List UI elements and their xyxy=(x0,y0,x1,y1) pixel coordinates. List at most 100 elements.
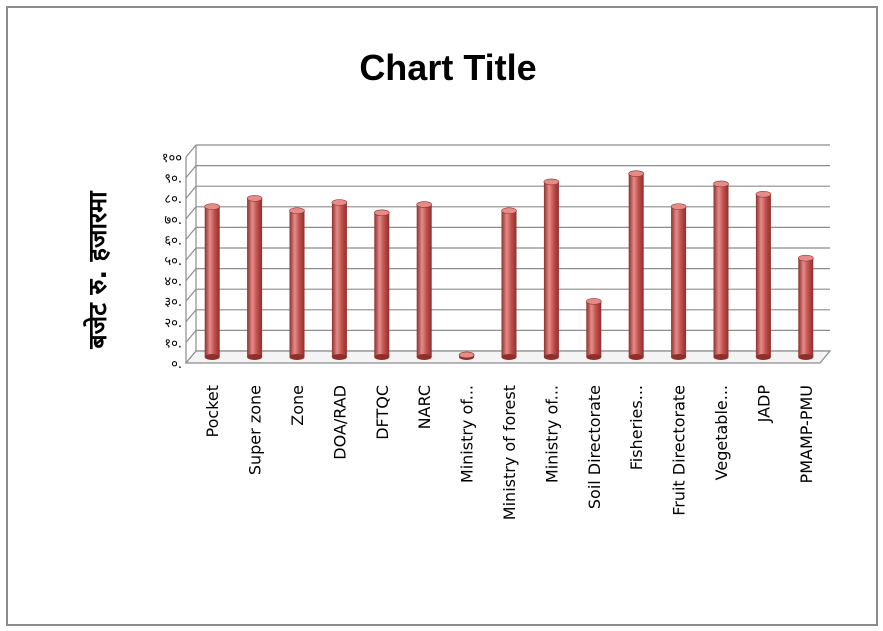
y-axis-label: बजेट रु. हजारमा xyxy=(83,190,112,350)
x-tick-label: JADP xyxy=(754,385,773,424)
bar xyxy=(331,199,348,360)
bar-base xyxy=(628,354,644,360)
y-tick-label: २०. xyxy=(164,316,182,331)
x-tick-layer: Pocket Super zone Zone DOA/RAD DFTQC NARC Mini… xyxy=(203,385,816,521)
bar-base xyxy=(671,354,687,360)
bar-base xyxy=(416,354,432,360)
y-tick-layer: ०. १०. २०. ३०. ४०. ५०. ६०. ७०. ८०. ९०. १०० xyxy=(162,151,182,372)
bar-body xyxy=(798,258,814,357)
bar xyxy=(204,203,220,360)
bar-top xyxy=(204,203,220,210)
bar-top xyxy=(246,195,263,202)
bar-top xyxy=(543,178,560,186)
y-tick-label: ६०. xyxy=(164,233,182,248)
x-tick-label: Super zone xyxy=(246,385,265,475)
bar xyxy=(713,180,729,360)
bar-layer xyxy=(204,170,814,360)
bar-top xyxy=(416,201,433,208)
bar-base xyxy=(331,354,347,360)
y-tick-label: १०० xyxy=(162,151,182,166)
bar-body xyxy=(671,206,687,357)
bar-body xyxy=(501,210,517,357)
gridline-depth xyxy=(185,330,197,343)
y-tick-label: ८०. xyxy=(164,192,182,207)
bar-base xyxy=(247,354,263,360)
bar-base xyxy=(204,354,220,360)
x-tick-label: Ministry of forest xyxy=(500,385,519,520)
y-tick-label: ७०. xyxy=(164,213,182,228)
y-tick-label: ३०. xyxy=(164,295,182,310)
bar-top xyxy=(585,298,602,305)
bar-top xyxy=(670,203,687,210)
bar-top xyxy=(713,180,729,188)
gridline-depth xyxy=(185,165,197,178)
bar-base xyxy=(586,354,602,360)
bar-body xyxy=(586,301,602,357)
bar-body xyxy=(543,181,559,357)
gridline-depth xyxy=(185,185,197,199)
bar-base xyxy=(543,354,559,360)
y-tick-label: १०. xyxy=(164,336,182,351)
bar-top xyxy=(331,199,348,206)
bar-base xyxy=(289,354,305,360)
chart-title: Chart Title xyxy=(359,47,536,88)
bar-top xyxy=(289,207,305,215)
y-tick-label: ५०. xyxy=(164,254,182,269)
bar xyxy=(246,195,263,360)
gridline-depth xyxy=(185,247,197,261)
x-tick-label: Ministry of... xyxy=(542,385,561,483)
bar-body xyxy=(331,202,347,357)
x-tick-label: Pocket xyxy=(203,385,222,437)
bar-body xyxy=(755,194,771,357)
bar xyxy=(628,170,645,360)
bar-base xyxy=(713,354,729,360)
gridline-depth xyxy=(185,288,197,302)
bar-body xyxy=(289,210,305,357)
x-tick-label: DOA/RAD xyxy=(330,385,349,460)
bar-base xyxy=(501,354,517,360)
gridline-depth xyxy=(185,206,197,220)
gridline-depth xyxy=(185,309,197,323)
bar-base xyxy=(798,354,814,360)
x-tick-label: Soil Directorate xyxy=(585,385,604,509)
bar xyxy=(373,209,390,360)
bar-top xyxy=(501,207,517,215)
x-tick-label: Fisheries... xyxy=(627,385,646,470)
bar-body xyxy=(713,183,729,357)
bar-top xyxy=(797,254,814,262)
bar xyxy=(585,298,602,360)
bar-body xyxy=(247,198,263,357)
bar-body xyxy=(628,173,644,357)
bar-top xyxy=(458,351,475,359)
y-tick-label: ९०. xyxy=(164,172,182,187)
gridline-depth xyxy=(185,227,197,240)
y-tick-label: ०. xyxy=(171,357,182,372)
bar-body xyxy=(416,204,432,357)
x-tick-label: Vegetable... xyxy=(712,385,731,480)
bar-top xyxy=(373,209,390,217)
bar-top xyxy=(755,190,772,198)
bar xyxy=(755,190,772,360)
x-tick-label: Zone xyxy=(288,385,307,426)
bar-body xyxy=(204,206,220,357)
x-tick-label: Fruit Directorate xyxy=(670,385,689,516)
bar xyxy=(797,254,814,360)
bar xyxy=(501,207,517,360)
bar xyxy=(416,201,433,360)
bar xyxy=(458,351,475,360)
gridline-depth xyxy=(185,144,197,158)
x-tick-label: DFTQC xyxy=(373,385,392,440)
bar xyxy=(670,203,687,360)
x-tick-label: PMAMP-PMU xyxy=(797,385,816,483)
bar-body xyxy=(374,212,390,357)
chart-frame: Chart Title बजेट रु. हजारमा ०. १०. २०. ३०. ४… xyxy=(6,6,878,626)
y-tick-label: ४०. xyxy=(164,275,182,290)
gridline-depth xyxy=(185,268,197,281)
x-tick-label: Ministry of... xyxy=(458,385,477,483)
bar xyxy=(289,207,305,360)
chart-svg: Chart Title बजेट रु. हजारमा ०. १०. २०. ३०. ४… xyxy=(83,47,832,521)
bar xyxy=(543,178,560,360)
x-tick-label: NARC xyxy=(415,385,434,429)
bar-base xyxy=(374,354,390,360)
bar-base xyxy=(755,354,771,360)
